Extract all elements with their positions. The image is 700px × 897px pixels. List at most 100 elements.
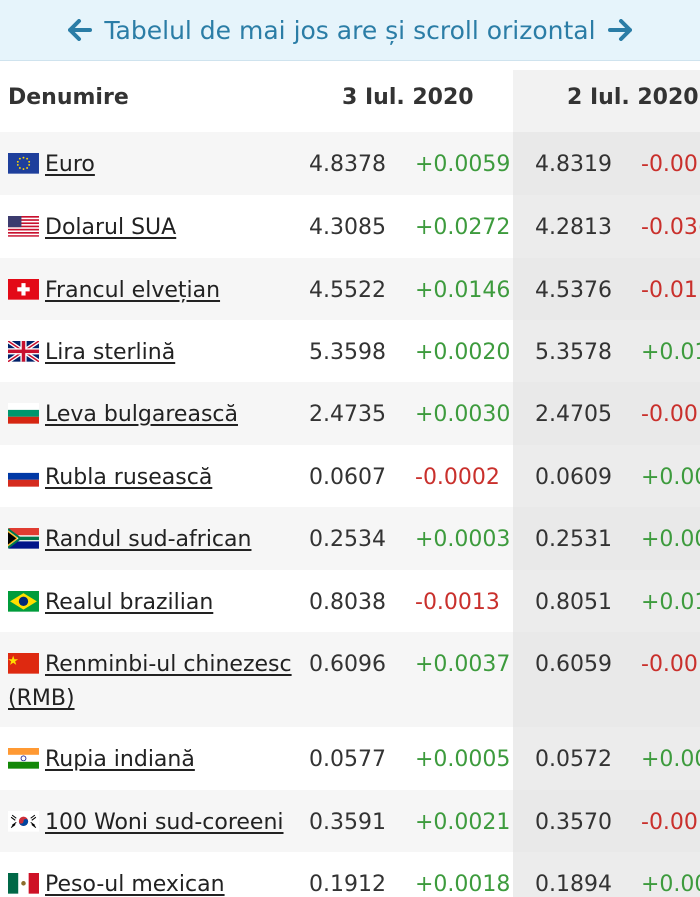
table-row: Leva bulgarească 2.4735 +0.0030 2.4705 -0.00 <box>0 382 700 445</box>
change-cell: -0.01 <box>641 278 698 303</box>
value-cell: 0.6059 <box>535 652 612 677</box>
change-cell: -0.0013 <box>415 590 500 615</box>
value-cell: 0.0607 <box>309 465 386 490</box>
flag-kr-icon <box>8 809 39 832</box>
change-cell: +0.0018 <box>415 872 511 897</box>
currency-link[interactable]: Randul sud-african <box>45 527 252 552</box>
table-row: Lira sterlină 5.3598 +0.0020 5.3578 +0.01 <box>0 320 700 382</box>
currency-link[interactable]: Renminbi-ul chinezesc (RMB) <box>8 652 292 711</box>
flag-in-icon <box>8 746 39 769</box>
value-cell: 0.1894 <box>535 872 612 897</box>
currency-link[interactable]: 100 Woni sud-coreeni <box>45 810 284 835</box>
change-cell: +0.0021 <box>415 810 511 835</box>
value-cell: 0.0572 <box>535 747 612 772</box>
currency-link[interactable]: Rubla rusească <box>45 465 213 490</box>
scroll-hint-banner: Tabelul de mai jos are și scroll orizont… <box>0 0 700 61</box>
change-cell: -0.0002 <box>415 465 500 490</box>
flag-mx-icon <box>8 871 39 894</box>
exchange-rate-table[interactable]: Denumire 3 Iul. 2020 2 Iul. 2020 Euro 4.8… <box>0 70 700 897</box>
scroll-hint-text: Tabelul de mai jos are și scroll orizont… <box>104 15 596 45</box>
table-row: Euro 4.8378 +0.0059 4.8319 -0.00 <box>0 132 700 195</box>
change-cell: -0.00 <box>641 652 698 677</box>
flag-za-icon <box>7 526 39 549</box>
flag-eu-icon <box>8 151 39 174</box>
currency-name-cell: Rupia indiană <box>8 743 293 777</box>
value-cell: 0.3591 <box>309 810 386 835</box>
arrow-left-icon[interactable] <box>68 19 93 41</box>
value-cell: 0.2534 <box>309 527 386 552</box>
header-denumire: Denumire <box>8 85 129 110</box>
value-cell: 0.1912 <box>309 872 386 897</box>
value-cell: 2.4705 <box>535 402 612 427</box>
currency-name-cell: Randul sud-african <box>7 523 293 557</box>
currency-name-cell: Rubla rusească <box>8 461 293 495</box>
currency-name-cell: Realul brazilian <box>8 586 293 620</box>
flag-cn-icon <box>8 651 39 674</box>
table-row: 100 Woni sud-coreeni 0.3591 +0.0021 0.3570 -… <box>0 790 700 852</box>
currency-name-cell: Dolarul SUA <box>8 211 293 245</box>
currency-link[interactable]: Lira sterlină <box>45 340 176 365</box>
value-cell: 4.5376 <box>535 278 612 303</box>
change-cell: -0.00 <box>641 152 698 177</box>
table-row: Realul brazilian 0.8038 -0.0013 0.8051 +0.01 <box>0 570 700 632</box>
value-cell: 0.2531 <box>535 527 612 552</box>
value-cell: 2.4735 <box>309 402 386 427</box>
change-cell: +0.00 <box>641 747 700 772</box>
change-cell: +0.0030 <box>415 402 511 427</box>
change-cell: +0.0272 <box>415 215 511 240</box>
change-cell: -0.00 <box>641 402 698 427</box>
value-cell: 0.8051 <box>535 590 612 615</box>
currency-link[interactable]: Francul elvețian <box>45 278 221 303</box>
table-row: Peso-ul mexican 0.1912 +0.0018 0.1894 +0.00 <box>0 852 700 897</box>
value-cell: 0.6096 <box>309 652 386 677</box>
value-cell: 4.2813 <box>535 215 612 240</box>
table-row: Renminbi-ul chinezesc (RMB) 0.6096 +0.0037… <box>0 632 700 727</box>
table-row: Francul elvețian 4.5522 +0.0146 4.5376 -0.01 <box>0 258 700 320</box>
table-row: Rupia indiană 0.0577 +0.0005 0.0572 +0.00 <box>0 727 700 790</box>
change-cell: +0.0146 <box>415 278 511 303</box>
table-row: Dolarul SUA 4.3085 +0.0272 4.2813 -0.03( <box>0 195 700 258</box>
header-date-2[interactable]: 2 Iul. 2020 <box>567 85 699 110</box>
currency-link[interactable]: Realul brazilian <box>45 590 214 615</box>
change-cell: +0.0059 <box>415 152 511 177</box>
flag-bg-icon <box>8 401 39 424</box>
currency-name-cell: Peso-ul mexican <box>8 868 293 897</box>
currency-name-cell: 100 Woni sud-coreeni <box>8 806 293 840</box>
value-cell: 0.3570 <box>535 810 612 835</box>
value-cell: 4.8319 <box>535 152 612 177</box>
flag-ru-icon <box>8 464 39 487</box>
arrow-right-icon[interactable] <box>607 19 632 41</box>
change-cell: +0.00 <box>641 872 700 897</box>
change-cell: +0.00 <box>641 527 700 552</box>
value-cell: 4.5522 <box>309 278 386 303</box>
table-row: Randul sud-african 0.2534 +0.0003 0.2531 +0.… <box>0 507 700 570</box>
currency-name-cell: Renminbi-ul chinezesc (RMB) <box>8 648 293 716</box>
change-cell: +0.0005 <box>415 747 511 772</box>
change-cell: +0.01 <box>641 590 700 615</box>
change-cell: +0.01 <box>641 340 700 365</box>
table-header: Denumire 3 Iul. 2020 2 Iul. 2020 <box>0 70 700 135</box>
table-row: Rubla rusească 0.0607 -0.0002 0.0609 +0.00 <box>0 445 700 507</box>
flag-us-icon <box>8 214 39 237</box>
currency-link[interactable]: Leva bulgarească <box>45 402 238 427</box>
change-cell: +0.0003 <box>415 527 511 552</box>
flag-br-icon <box>8 589 39 612</box>
value-cell: 0.8038 <box>309 590 386 615</box>
currency-link[interactable]: Euro <box>45 152 95 177</box>
value-cell: 5.3578 <box>535 340 612 365</box>
value-cell: 0.0609 <box>535 465 612 490</box>
change-cell: -0.00 <box>641 810 698 835</box>
currency-link[interactable]: Rupia indiană <box>45 747 195 772</box>
currency-link[interactable]: Peso-ul mexican <box>45 872 225 897</box>
currency-name-cell: Leva bulgarească <box>8 398 293 432</box>
currency-name-cell: Lira sterlină <box>6 336 293 370</box>
change-cell: -0.03( <box>641 215 700 240</box>
currency-link[interactable]: Dolarul SUA <box>45 215 177 240</box>
flag-gb-icon <box>6 339 41 364</box>
change-cell: +0.0020 <box>415 340 511 365</box>
header-date-1[interactable]: 3 Iul. 2020 <box>342 85 474 110</box>
change-cell: +0.00 <box>641 465 700 490</box>
change-cell: +0.0037 <box>415 652 511 677</box>
currency-name-cell: Euro <box>8 148 293 182</box>
value-cell: 4.3085 <box>309 215 386 240</box>
